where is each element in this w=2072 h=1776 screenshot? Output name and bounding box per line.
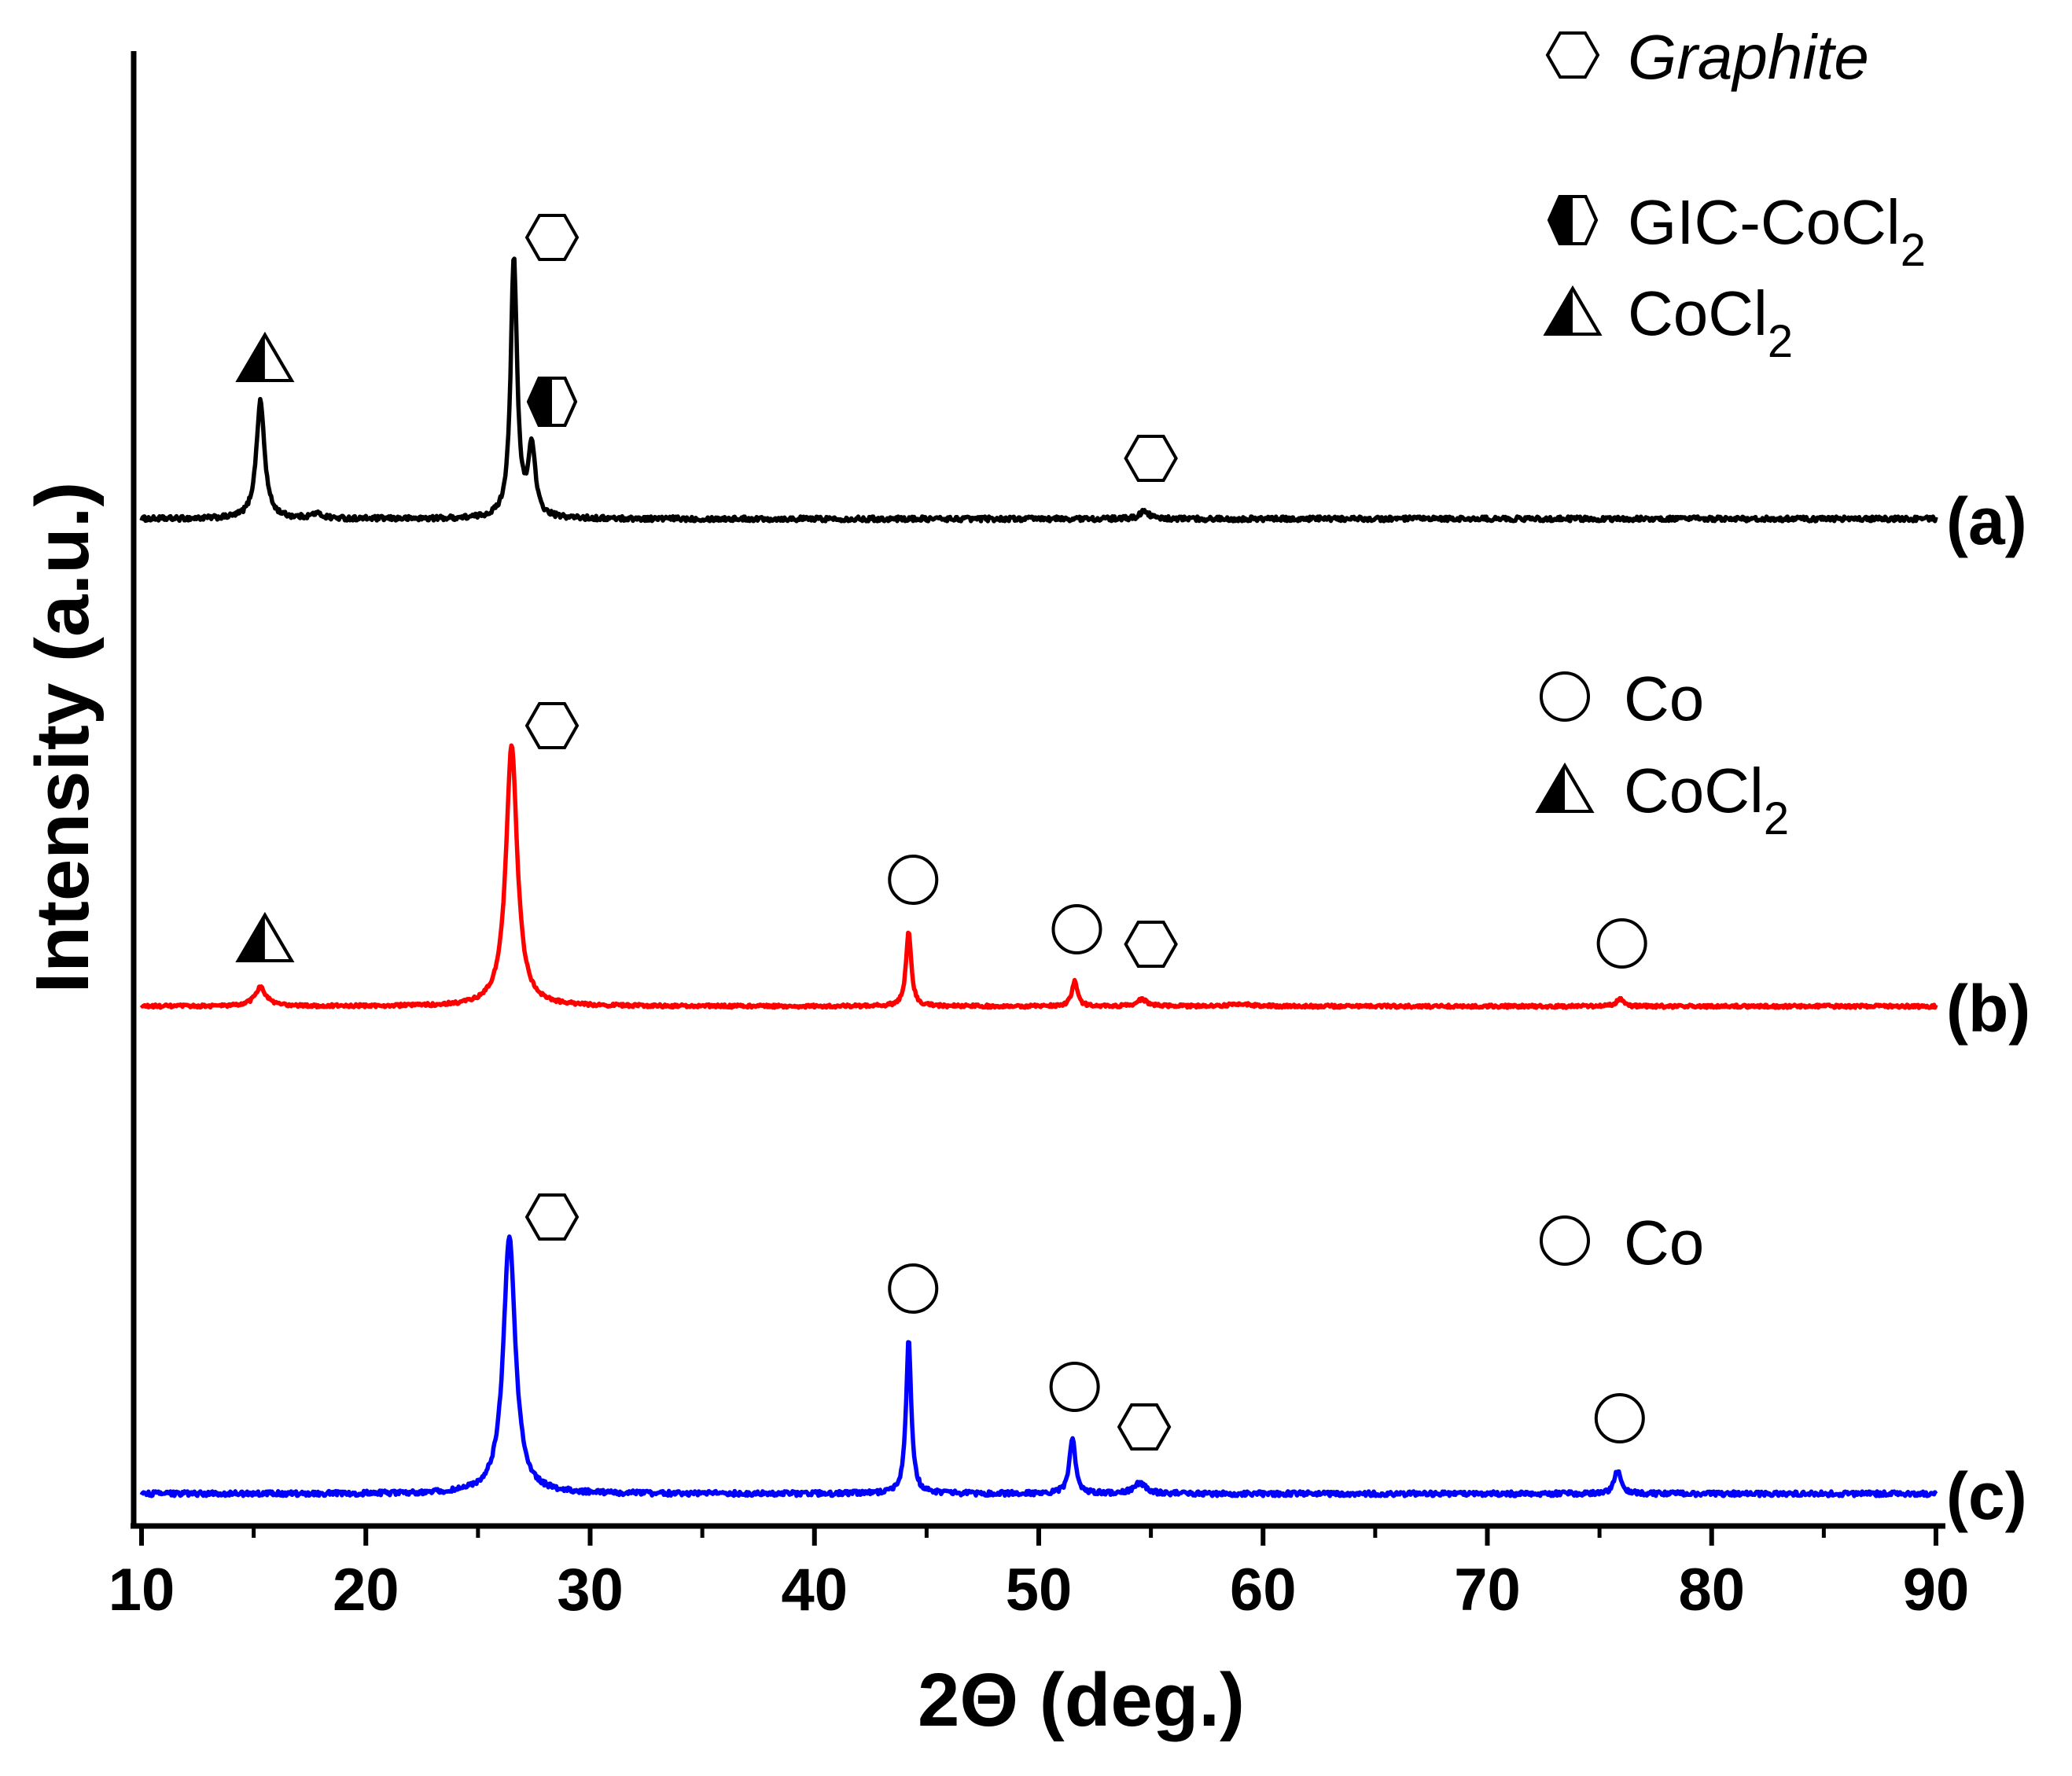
- circle-shape: [1540, 671, 1590, 722]
- co-marker: [888, 855, 939, 905]
- hexagon-shape: [1545, 31, 1600, 79]
- co-marker: [1049, 1362, 1100, 1412]
- hexagon-shape: [1124, 435, 1178, 482]
- legend-item: GIC-CoCl2: [1547, 187, 1926, 276]
- tick-group: 10 20 30 40 50 60 70 80 90: [109, 1526, 1970, 1623]
- co-marker: [1051, 904, 1102, 954]
- series-line-c: [139, 1234, 1938, 1498]
- legend-label: Co: [1624, 1208, 1704, 1278]
- graphite-marker: [524, 702, 580, 749]
- legend-c: Co: [1540, 1208, 1704, 1278]
- graphite-marker: [1124, 921, 1178, 968]
- hexagon-shape: [524, 702, 580, 749]
- hexagon-fill: [1549, 197, 1573, 244]
- x-axis-title: 2Θ (deg.): [918, 1658, 1245, 1742]
- co-legend-icon: [1540, 671, 1590, 722]
- legend-item: Co: [1540, 664, 1704, 734]
- x-tick-label: 50: [1006, 1557, 1073, 1623]
- series-label-b: (b): [1946, 972, 2030, 1046]
- triangle-border: [1543, 285, 1603, 336]
- co-marker: [1596, 918, 1647, 969]
- circle-shape: [888, 855, 939, 905]
- hexagon-fill: [528, 378, 553, 425]
- cocl2-legend-icon: [1543, 285, 1603, 336]
- graphite-marker: [1124, 435, 1178, 482]
- legend-b: Co CoCl2: [1535, 664, 1789, 844]
- legend-label: CoCl2: [1628, 278, 1793, 367]
- y-axis-title: Intensity (a.u.): [20, 482, 105, 994]
- hexagon-shape: [524, 214, 580, 261]
- series-line-a: [139, 256, 1938, 524]
- x-tick-label: 40: [781, 1557, 848, 1623]
- x-tick-label: 60: [1230, 1557, 1297, 1623]
- cocl2-marker: [235, 332, 295, 382]
- series-line-b: [139, 743, 1938, 1010]
- x-tick-label: 10: [109, 1557, 175, 1623]
- co-legend-icon: [1540, 1215, 1590, 1266]
- circle-shape: [1596, 918, 1647, 969]
- legend-subscript: 2: [1764, 793, 1789, 844]
- triangle-border: [1535, 763, 1595, 813]
- legend-item: Graphite: [1545, 22, 1869, 92]
- graphite-legend-icon: [1545, 31, 1600, 79]
- triangle-border: [235, 332, 295, 382]
- series-label-group: (a) (b) (c): [1946, 484, 2030, 1533]
- cocl2-legend-icon: [1535, 763, 1595, 813]
- trace-group: [139, 256, 1938, 1498]
- legend-label: Co: [1624, 664, 1704, 734]
- co-marker: [1594, 1393, 1645, 1443]
- series-label-a: (a): [1946, 484, 2027, 558]
- legend-item: CoCl2: [1543, 278, 1793, 367]
- series-label-c: (c): [1946, 1459, 2027, 1533]
- hexagon-shape: [524, 1193, 580, 1241]
- marker-group: [235, 214, 1647, 1451]
- triangle-border: [235, 912, 295, 962]
- hexagon-border: [1547, 195, 1599, 245]
- hexagon-border: [526, 377, 578, 427]
- legend-label: Graphite: [1628, 22, 1869, 92]
- legend-subscript: 2: [1901, 225, 1926, 276]
- x-tick-label: 20: [333, 1557, 399, 1623]
- co-marker: [888, 1263, 939, 1314]
- hexagon-shape: [1124, 921, 1178, 968]
- circle-shape: [1051, 904, 1102, 954]
- circle-shape: [1594, 1393, 1645, 1443]
- circle-shape: [1540, 1215, 1590, 1266]
- legend-item: CoCl2: [1535, 756, 1789, 844]
- x-tick-label: 90: [1903, 1557, 1970, 1623]
- gic-cocl2-marker: [526, 377, 578, 427]
- hexagon-shape: [1117, 1403, 1172, 1451]
- circle-shape: [1049, 1362, 1100, 1412]
- legend-label: GIC-CoCl2: [1628, 187, 1926, 276]
- legend-label: CoCl2: [1624, 756, 1789, 844]
- x-tick-label: 30: [557, 1557, 624, 1623]
- x-tick-label: 70: [1454, 1557, 1521, 1623]
- graphite-marker: [524, 1193, 580, 1241]
- legend-item: Co: [1540, 1208, 1704, 1278]
- graphite-marker: [1117, 1403, 1172, 1451]
- x-tick-label: 80: [1678, 1557, 1745, 1623]
- gic-cocl2-legend-icon: [1547, 195, 1599, 245]
- graphite-marker: [524, 214, 580, 261]
- legend-subscript: 2: [1768, 316, 1793, 367]
- cocl2-marker: [235, 912, 295, 962]
- circle-shape: [888, 1263, 939, 1314]
